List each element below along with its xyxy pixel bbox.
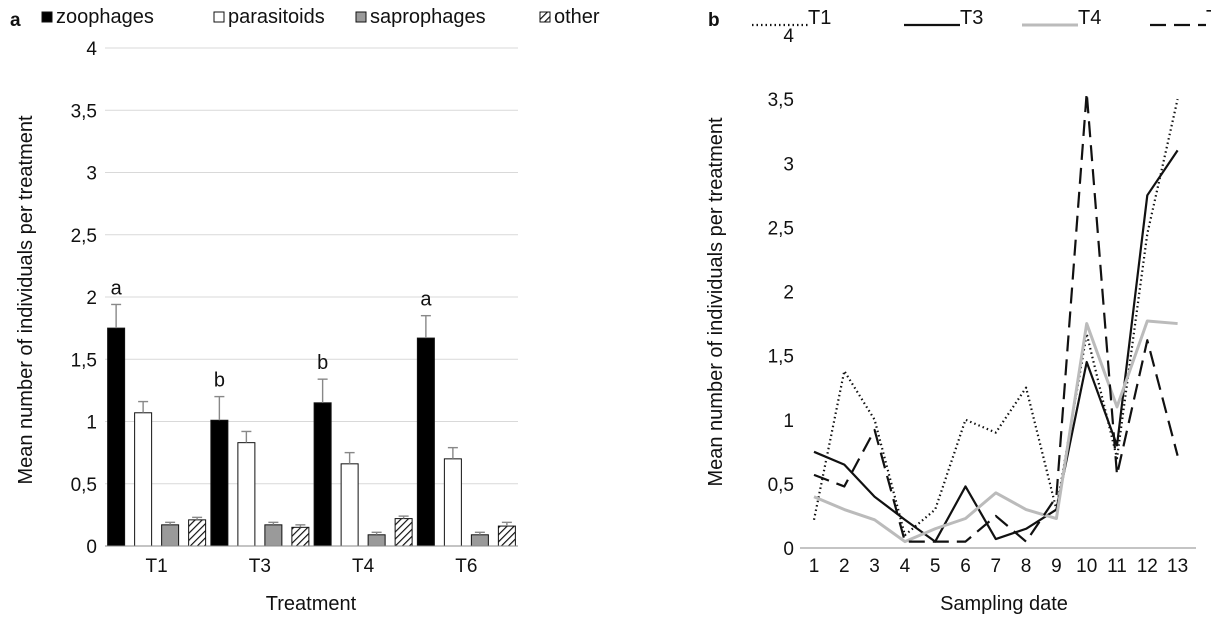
bar-zoophages-T1 bbox=[107, 327, 126, 547]
panel-a-y-tick-label: 0 bbox=[86, 537, 97, 558]
legend-swatch-parasitoids bbox=[213, 11, 225, 23]
panel-a-y-tick-label: 2 bbox=[86, 288, 97, 309]
bar-parasitoids-T1 bbox=[134, 412, 153, 547]
panel-b-x-tick-label: 5 bbox=[930, 556, 941, 577]
legend-swatch-zoophages bbox=[41, 11, 53, 23]
panel-b-x-tick-label: 13 bbox=[1167, 556, 1188, 577]
panel-a-y-axis-title: Mean number of individuals per treatment bbox=[15, 115, 37, 485]
panel-a-y-tick-label: 2,5 bbox=[71, 226, 97, 247]
legend-label-T6: T6 bbox=[1206, 7, 1211, 29]
legend-label-T4: T4 bbox=[1078, 7, 1101, 29]
bar-saprophages-T1 bbox=[161, 524, 180, 547]
significance-letter-T1: a bbox=[111, 277, 123, 299]
panel-b-y-axis-title: Mean number of individuals per treatment bbox=[705, 117, 727, 487]
panel-b-x-tick-label: 3 bbox=[869, 556, 880, 577]
panel-a: a zoophages parasitoids saprophages other 0… bbox=[10, 6, 600, 615]
legend-label-zoophages: zoophages bbox=[56, 6, 154, 28]
panel-b-x-tick-label: 6 bbox=[960, 556, 971, 577]
legend-swatch-saprophages bbox=[355, 11, 367, 23]
panel-b-x-tick-label: 12 bbox=[1137, 556, 1158, 577]
panel-a-gridlines bbox=[105, 47, 518, 485]
legend-label-T3: T3 bbox=[960, 7, 983, 29]
bar-other-T4 bbox=[394, 518, 413, 547]
panel-a-x-ticks: T1 T3 T4 T6 bbox=[146, 556, 478, 577]
panel-b-x-tick-label: 7 bbox=[991, 556, 1002, 577]
line-series-T3 bbox=[813, 149, 1179, 543]
panel-b-x-tick-label: 1 bbox=[809, 556, 820, 577]
panel-a-y-tick-label: 0,5 bbox=[71, 475, 97, 496]
panel-a-y-tick-label: 4 bbox=[86, 39, 97, 60]
panel-b-lines bbox=[812, 91, 1179, 544]
panel-a-x-axis-title: Treatment bbox=[266, 593, 357, 615]
legend-swatch-other bbox=[539, 11, 551, 23]
panel-b-y-tick-label: 1 bbox=[783, 411, 794, 432]
panel-a-x-tick-label: T3 bbox=[249, 556, 271, 577]
bar-parasitoids-T4 bbox=[340, 463, 359, 547]
panel-a-y-tick-label: 3,5 bbox=[71, 101, 97, 122]
bar-saprophages-T4 bbox=[367, 534, 386, 547]
panel-b-y-tick-label: 1,5 bbox=[768, 347, 794, 368]
panel-b-x-axis-title: Sampling date bbox=[940, 593, 1068, 615]
panel-b-y-tick-label: 0,5 bbox=[768, 475, 794, 496]
legend-label-other: other bbox=[554, 6, 600, 28]
panel-b-legend: T1 T3 T4 T6 bbox=[752, 7, 1211, 29]
panel-b-x-ticks: 1 2 3 4 5 6 7 8 9 10 11 12 13 bbox=[809, 556, 1188, 577]
panel-a-legend: zoophages parasitoids saprophages other bbox=[41, 6, 600, 28]
significance-letter-T4: b bbox=[317, 352, 328, 374]
line-series-T1 bbox=[812, 98, 1179, 537]
bar-saprophages-T6 bbox=[470, 534, 489, 547]
legend-label-saprophages: saprophages bbox=[370, 6, 486, 28]
panel-b-x-tick-label: 8 bbox=[1021, 556, 1032, 577]
panel-a-x-tick-label: T6 bbox=[455, 556, 477, 577]
significance-letter-T3: b bbox=[214, 370, 225, 392]
panel-a-x-tick-label: T1 bbox=[146, 556, 168, 577]
bar-zoophages-T6 bbox=[416, 337, 435, 547]
panel-b-x-tick-label: 9 bbox=[1051, 556, 1062, 577]
panel-b-y-tick-label: 2,5 bbox=[768, 218, 794, 239]
bar-saprophages-T3 bbox=[264, 524, 283, 547]
bar-zoophages-T4 bbox=[313, 402, 332, 547]
panel-a-label: a bbox=[10, 10, 21, 31]
panel-a-y-tick-label: 3 bbox=[86, 164, 97, 185]
panel-b-x-tick-label: 4 bbox=[900, 556, 911, 577]
bar-other-T1 bbox=[188, 519, 207, 547]
line-series-T4 bbox=[813, 319, 1178, 544]
panel-a-x-tick-label: T4 bbox=[352, 556, 375, 577]
significance-letter-T6: a bbox=[420, 289, 432, 311]
legend-label-parasitoids: parasitoids bbox=[228, 6, 325, 28]
panel-b-y-ticks: 0 0,5 1 1,5 2 2,5 3 3,5 4 bbox=[768, 26, 795, 560]
panel-a-bars bbox=[107, 327, 516, 547]
panel-b-label: b bbox=[708, 10, 720, 31]
panel-a-error-bars bbox=[111, 303, 512, 535]
panel-b-y-tick-label: 4 bbox=[783, 26, 794, 47]
panel-b-x-tick-label: 2 bbox=[839, 556, 850, 577]
panel-a-y-tick-label: 1,5 bbox=[71, 350, 97, 371]
line-series-T6 bbox=[813, 91, 1179, 543]
panel-b-y-tick-label: 3,5 bbox=[768, 90, 794, 111]
bar-other-T6 bbox=[497, 525, 516, 547]
legend-label-T1: T1 bbox=[808, 7, 831, 29]
bar-parasitoids-T6 bbox=[443, 458, 462, 547]
bar-zoophages-T3 bbox=[210, 419, 229, 547]
bar-other-T3 bbox=[291, 526, 310, 547]
panel-b-x-tick-label: 10 bbox=[1076, 556, 1097, 577]
panel-a-y-tick-label: 1 bbox=[86, 413, 97, 434]
panel-b-y-tick-label: 2 bbox=[783, 283, 794, 304]
panel-b-x-tick-label: 11 bbox=[1107, 556, 1127, 577]
panel-a-y-ticks: 0 0,5 1 1,5 2 2,5 3 3,5 4 bbox=[71, 39, 98, 558]
panel-b-y-tick-label: 0 bbox=[783, 539, 794, 560]
panel-a-annotations: a b b a bbox=[111, 277, 433, 391]
bar-parasitoids-T3 bbox=[237, 442, 256, 547]
panel-b-y-tick-label: 3 bbox=[783, 154, 794, 175]
